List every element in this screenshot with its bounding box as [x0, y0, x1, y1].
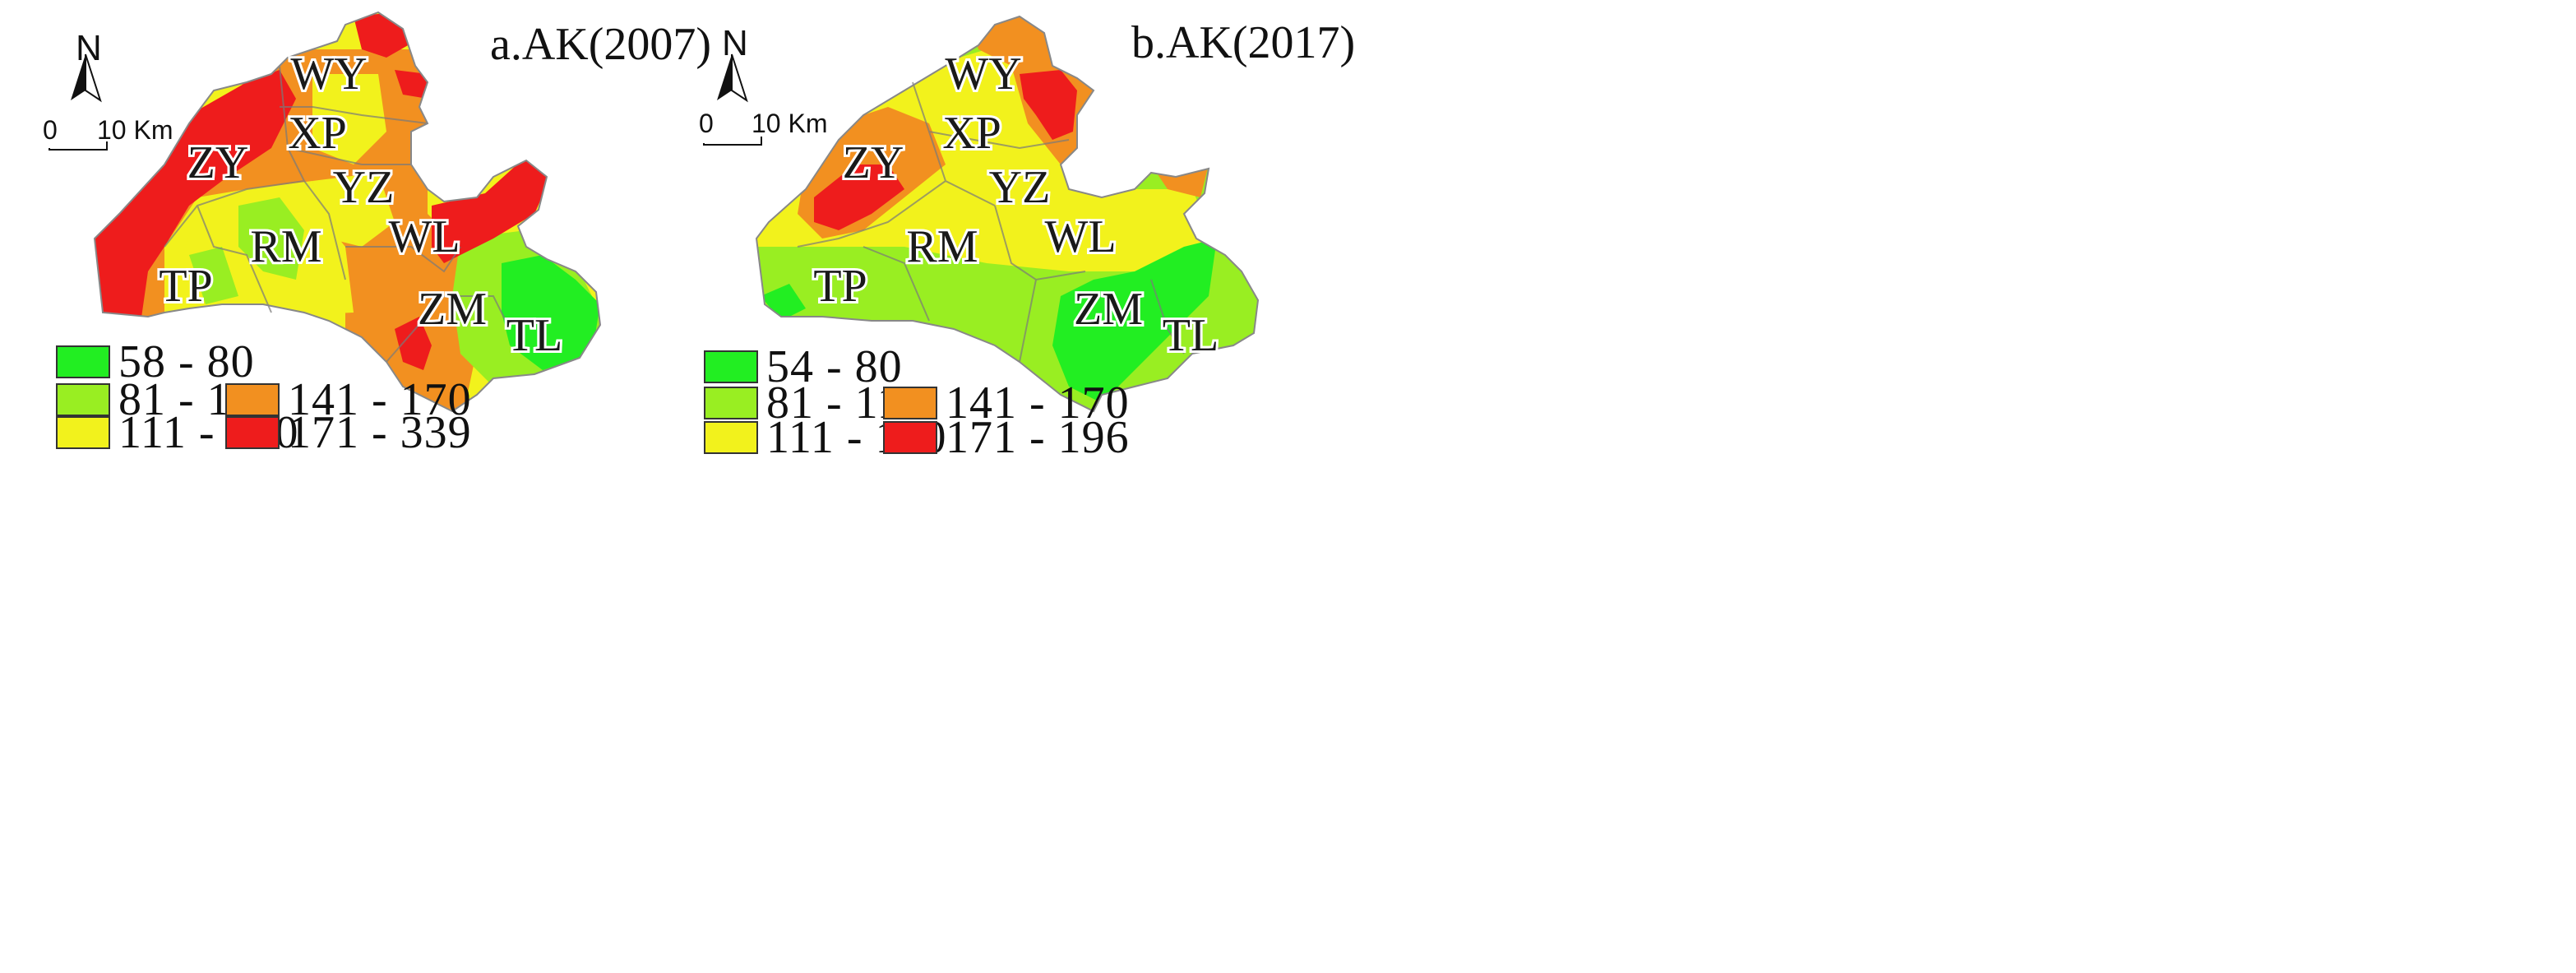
region-label-tl: TL [1163, 310, 1219, 361]
region-labels-2017: WY XP ZY YZ RM WL TP ZM TL [811, 46, 1221, 364]
legend-label: 141 - 170 [946, 378, 1130, 429]
map-2017-outline [755, 15, 1260, 413]
north-label: N [76, 28, 102, 68]
zone-green [502, 255, 600, 370]
scale-bar [703, 137, 762, 146]
county-borders [797, 81, 1185, 363]
zone-red [395, 70, 428, 99]
north-arrow-icon [71, 53, 102, 103]
region-label-tp: TP [159, 261, 212, 312]
legend-item: 141 - 170 [883, 378, 1130, 429]
legend-swatch [704, 421, 758, 454]
map-panel-2017: WY XP ZY YZ RM WL TP ZM TL b.AK(2017) N … [699, 0, 2576, 973]
map-2017: WY XP ZY YZ RM WL TP ZM TL [703, 15, 1260, 413]
scale-zero-label: 0 [699, 109, 714, 138]
scale-end-label: 10 Km [752, 109, 828, 138]
legend-swatch [56, 416, 110, 449]
zone-green [761, 284, 806, 321]
legend-swatch [225, 416, 280, 449]
legend-swatch [56, 345, 110, 378]
map-2007-outline [93, 11, 602, 413]
legend-label: 54 - 80 [766, 341, 903, 392]
legend-item: 54 - 80 [704, 341, 903, 392]
region-label-yz: YZ [333, 162, 395, 213]
legend-item: 58 - 80 [56, 336, 255, 387]
legend-swatch [225, 383, 280, 416]
legend-label: 171 - 196 [946, 412, 1130, 463]
map-panel-2007: WY XP ZY YZ RM WL TP ZM TL a.AK(2007) N … [43, 11, 712, 458]
legend-label: 141 - 170 [288, 374, 472, 425]
legend-swatch [704, 350, 758, 383]
region-label-yz: YZ [989, 162, 1051, 213]
north-arrow-icon [717, 53, 748, 103]
zone-red [1020, 70, 1077, 140]
region-label-rm: RM [250, 221, 321, 272]
scale-zero-label: 0 [43, 115, 58, 145]
zone-red [432, 156, 551, 263]
map-2007: WY XP ZY YZ RM WL TP ZM TL [49, 11, 602, 413]
zone-yellow-patch [312, 74, 386, 164]
zone-green [1052, 239, 1217, 403]
map-title: b.AK(2017) [1131, 17, 1356, 68]
legend-swatch [704, 387, 758, 419]
region-label-rm: RM [906, 221, 978, 272]
legend-label: 171 - 339 [288, 407, 472, 458]
legend-item: 141 - 170 [225, 374, 472, 425]
region-label-wl: WL [388, 211, 460, 262]
zone-lightgreen [189, 247, 238, 304]
scale-end-label: 10 Km [97, 115, 173, 145]
region-label-zy: ZY [187, 137, 249, 188]
zone-lightgreen [238, 197, 304, 280]
legend-label: 58 - 80 [118, 336, 255, 387]
legend-swatch [883, 387, 937, 419]
region-label-zm: ZM [418, 284, 487, 335]
region-label-xp: XP [288, 108, 347, 159]
north-label: N [722, 23, 748, 63]
zone-red [814, 164, 904, 230]
region-label-tp: TP [813, 261, 867, 312]
legend-swatch [883, 421, 937, 454]
region-label-wy: WY [290, 49, 367, 100]
region-label-zm: ZM [1074, 284, 1143, 335]
map-title: a.AK(2007) [490, 19, 712, 70]
region-labels-2007: WY XP ZY YZ RM WL TP ZM TL [156, 46, 565, 364]
legend-swatch [56, 383, 110, 416]
scale-bar [49, 141, 108, 151]
legend-item: 81 - 110 [704, 378, 925, 429]
region-label-wy: WY [945, 49, 1021, 100]
region-label-xp: XP [942, 108, 1001, 159]
region-label-tl: TL [506, 310, 562, 361]
county-borders [164, 65, 511, 363]
region-label-zy: ZY [843, 137, 904, 188]
zone-red [95, 70, 296, 329]
legend-item: 171 - 339 [225, 407, 472, 458]
legend-item: 171 - 196 [883, 412, 1130, 463]
zone-red [395, 317, 432, 370]
region-label-wl: WL [1044, 211, 1116, 262]
